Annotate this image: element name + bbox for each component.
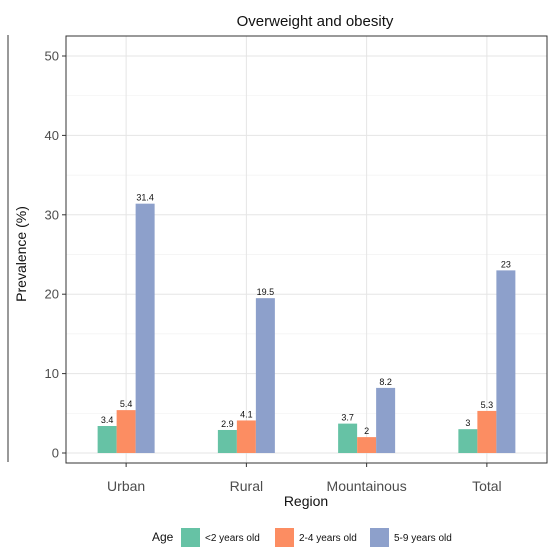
data-label: 5.3: [481, 400, 494, 410]
data-label: 3: [465, 418, 470, 428]
bar: [338, 423, 358, 453]
y-tick-label: 40: [45, 128, 59, 143]
data-label: 4.1: [240, 409, 253, 419]
x-tick-label: Rural: [230, 478, 263, 494]
bar: [116, 410, 136, 453]
y-axis-title: Prevalence (%): [13, 206, 29, 302]
plot-panel-border: [65, 35, 548, 464]
y-tick-label: 0: [52, 446, 59, 461]
data-label: 8.2: [379, 377, 392, 387]
bar: [236, 420, 256, 453]
data-label: 5.4: [120, 399, 133, 409]
legend-label: 5-9 years old: [394, 533, 452, 544]
bar: [496, 270, 516, 453]
data-labels: 3.4 5.4 31.4 2.9 4.1 19.5 3.7 2 8.2 3 5.3 23: [101, 193, 511, 436]
data-label: 23: [501, 259, 511, 269]
legend-key: [181, 528, 200, 547]
bar: [255, 298, 275, 453]
y-tick-label: 20: [45, 287, 59, 302]
bar: [357, 437, 377, 453]
legend-label: 2-4 years old: [299, 533, 357, 544]
data-label: 3.7: [341, 413, 354, 423]
data-label: 2: [364, 426, 369, 436]
x-axis-ticks: Urban Rural Mountainous Total: [107, 463, 502, 494]
x-axis-title: Region: [284, 493, 328, 509]
bars: [97, 203, 516, 453]
bar: [376, 387, 396, 453]
bar: [458, 429, 478, 453]
bar: [97, 426, 117, 453]
y-tick-label: 50: [45, 49, 59, 64]
x-tick-label: Mountainous: [327, 478, 407, 494]
chart-title: Overweight and obesity: [237, 13, 394, 30]
legend-key: [275, 528, 294, 547]
legend: Age <2 years old 2-4 years old 5-9 years o…: [152, 528, 452, 547]
gridlines: [66, 36, 547, 463]
x-tick-label: Urban: [107, 478, 145, 494]
y-tick-label: 30: [45, 207, 59, 222]
legend-title: Age: [152, 530, 174, 544]
bar: [477, 410, 497, 453]
legend-key: [370, 528, 389, 547]
data-label: 19.5: [257, 287, 275, 297]
legend-label: <2 years old: [205, 533, 260, 544]
data-label: 3.4: [101, 415, 114, 425]
bar: [217, 429, 237, 453]
data-label: 2.9: [221, 419, 234, 429]
y-tick-label: 10: [45, 366, 59, 381]
y-axis-ticks: 0 10 20 30 40 50: [45, 49, 66, 461]
data-label: 31.4: [136, 193, 154, 203]
x-tick-label: Total: [472, 478, 502, 494]
bar: [135, 203, 155, 453]
